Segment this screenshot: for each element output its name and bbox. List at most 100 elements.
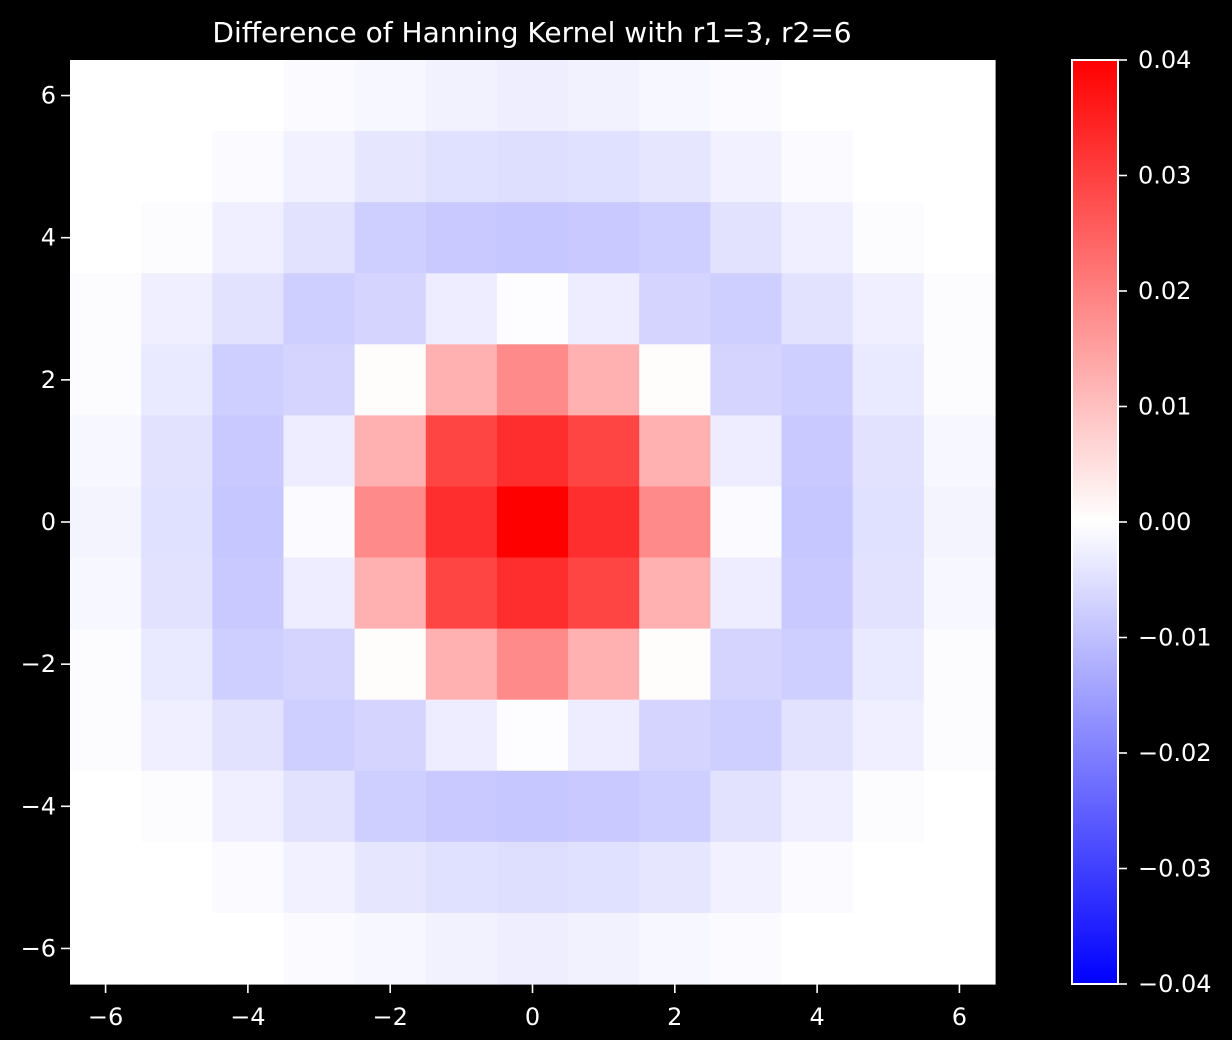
heatmap-cell [425, 344, 498, 416]
plot-area [70, 60, 996, 985]
heatmap-cell [781, 344, 854, 416]
heatmap-cell [70, 60, 142, 132]
colorbar-tick-label: 0.00 [1138, 508, 1191, 536]
heatmap-cell [852, 202, 925, 274]
heatmap-cell [496, 557, 569, 630]
colorbar-tick-label: 0.02 [1138, 277, 1191, 305]
heatmap-cell [141, 415, 213, 488]
heatmap-cell [923, 344, 996, 416]
heatmap-cell [923, 841, 996, 914]
heatmap-cell [425, 202, 498, 274]
colorbar-tick-label: 0.01 [1138, 393, 1191, 421]
heatmap-cell [923, 202, 996, 274]
heatmap-cell [70, 273, 142, 345]
y-tick-label: 0 [41, 508, 56, 536]
heatmap-cell [141, 344, 213, 416]
heatmap-cell [212, 770, 285, 843]
heatmap-cell [781, 557, 854, 630]
heatmap-cell [710, 912, 783, 985]
heatmap-cell [496, 486, 569, 559]
x-tick-label: 0 [525, 1003, 540, 1031]
heatmap-cell [141, 628, 213, 701]
heatmap-cell [781, 131, 854, 203]
heatmap-cell [354, 344, 427, 416]
heatmap-cell [425, 415, 498, 488]
heatmap-cell [781, 273, 854, 345]
heatmap-cell [496, 415, 569, 488]
heatmap-cell [70, 415, 142, 488]
heatmap-cell [212, 841, 285, 914]
x-tick-label: 2 [667, 1003, 682, 1031]
heatmap-cell [283, 841, 356, 914]
y-tick-label: −2 [21, 650, 56, 678]
colorbar: −0.04 −0.03 −0.02 −0.01 0.00 0.01 0.02 0.03 0.04 [1071, 46, 1212, 998]
colorbar-tick-label: 0.03 [1138, 162, 1191, 190]
heatmap-cell [283, 202, 356, 274]
chart-title: Difference of Hanning Kernel with r1=3, … [212, 16, 851, 49]
heatmap-cell [70, 699, 142, 772]
y-tick-label: 4 [41, 224, 56, 252]
heatmap-cell [212, 273, 285, 345]
heatmap-cell [70, 131, 142, 203]
heatmap-cell [781, 770, 854, 843]
heatmap-cell [852, 344, 925, 416]
x-tick-label: −4 [230, 1003, 265, 1031]
heatmap-cell [852, 486, 925, 559]
heatmap-cell [639, 486, 711, 559]
heatmap-cell [425, 841, 498, 914]
heatmap-cell [70, 841, 142, 914]
heatmap-cell [568, 202, 640, 274]
heatmap-cell [141, 486, 213, 559]
heatmap-cell [141, 557, 213, 630]
heatmap-cell [354, 131, 427, 203]
heatmap-cell [639, 770, 711, 843]
heatmap-cell [425, 486, 498, 559]
y-tick-label: −4 [21, 792, 56, 820]
heatmap-cell [354, 770, 427, 843]
heatmap-cell [354, 273, 427, 345]
heatmap-cell [781, 699, 854, 772]
heatmap-cell [781, 60, 854, 132]
heatmap-cell [141, 202, 213, 274]
heatmap-cell [212, 131, 285, 203]
heatmap-cell [923, 486, 996, 559]
colorbar-gradient [1071, 59, 1119, 985]
heatmap-cell [781, 202, 854, 274]
heatmap-cell [212, 699, 285, 772]
heatmap-cell [496, 60, 569, 132]
heatmap-cell [568, 770, 640, 843]
heatmap-cell [923, 415, 996, 488]
heatmap-cell [639, 131, 711, 203]
x-tick-label: 4 [809, 1003, 824, 1031]
heatmap-cell [212, 202, 285, 274]
heatmap-cell [710, 344, 783, 416]
y-axis: −6 −4 −2 0 2 4 6 [21, 82, 70, 962]
heatmap-cell [70, 202, 142, 274]
heatmap-cell [141, 273, 213, 345]
heatmap-cell [141, 841, 213, 914]
heatmap-cell [639, 60, 711, 132]
heatmap-cell [568, 841, 640, 914]
x-tick-label: −2 [372, 1003, 407, 1031]
heatmap-cell [923, 912, 996, 985]
heatmap-cell [852, 628, 925, 701]
heatmap-cell [568, 628, 640, 701]
heatmap-cell [639, 699, 711, 772]
heatmap-cell [425, 557, 498, 630]
heatmap-cell [781, 415, 854, 488]
heatmap-cell [710, 60, 783, 132]
heatmap-cell [212, 628, 285, 701]
heatmap-cell [354, 415, 427, 488]
heatmap-cell [710, 415, 783, 488]
heatmap-cell [639, 841, 711, 914]
heatmap-cell [425, 912, 498, 985]
heatmap-cell [283, 770, 356, 843]
heatmap-cell [568, 131, 640, 203]
heatmap-cell [923, 273, 996, 345]
heatmap-cell [141, 699, 213, 772]
y-tick-label: 2 [41, 366, 56, 394]
heatmap-cell [70, 486, 142, 559]
heatmap-cell [212, 557, 285, 630]
heatmap-cell [852, 131, 925, 203]
heatmap-cell [639, 202, 711, 274]
